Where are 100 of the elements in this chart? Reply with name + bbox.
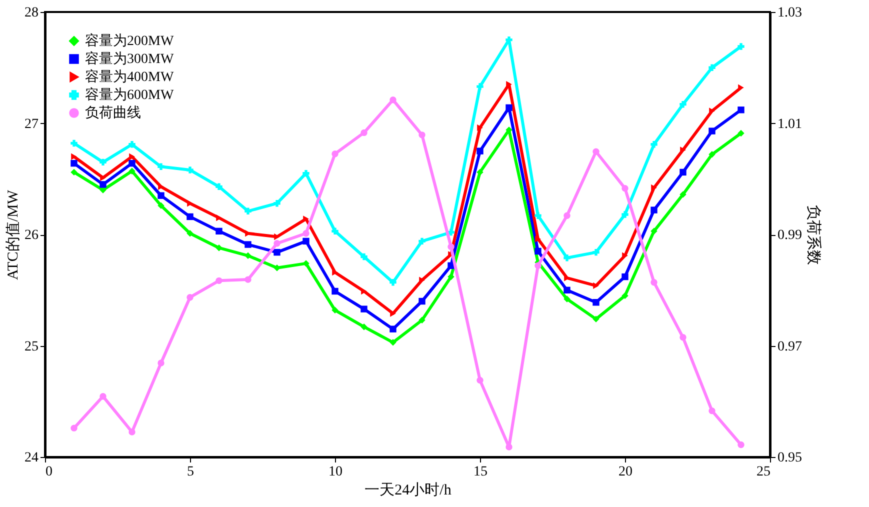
point <box>216 277 222 284</box>
point <box>274 200 280 207</box>
point <box>738 43 744 50</box>
point <box>564 254 570 262</box>
point <box>100 393 106 400</box>
legend-label: 容量为600MW <box>85 87 174 103</box>
point <box>302 238 310 245</box>
y2-axis-title: 负荷系数 <box>805 205 822 265</box>
point <box>418 316 426 324</box>
point <box>71 153 77 160</box>
point <box>534 262 542 269</box>
point <box>158 202 164 209</box>
point <box>418 132 426 138</box>
point <box>390 278 396 286</box>
point <box>622 292 628 300</box>
point <box>360 253 368 260</box>
point <box>650 228 658 235</box>
point <box>332 288 338 295</box>
point <box>186 213 194 220</box>
point <box>622 273 628 280</box>
point <box>128 168 136 174</box>
point <box>390 96 396 104</box>
point <box>360 129 368 136</box>
point <box>651 184 657 192</box>
y-tick-label: 28 <box>24 6 38 20</box>
point <box>129 153 135 160</box>
point <box>70 140 78 147</box>
point <box>100 158 106 166</box>
point <box>448 243 454 250</box>
point <box>535 236 541 242</box>
point <box>274 240 280 247</box>
point <box>592 148 600 155</box>
point <box>303 216 309 222</box>
point <box>244 241 252 248</box>
legend-label: 容量为300MW <box>85 51 174 67</box>
point <box>70 168 78 176</box>
point <box>186 230 194 237</box>
point <box>506 104 512 112</box>
y2-tick-label: 0.97 <box>778 339 802 354</box>
point <box>680 168 686 176</box>
y-tick-label: 27 <box>24 116 38 132</box>
point <box>158 360 164 366</box>
point <box>244 208 252 214</box>
point <box>534 248 542 255</box>
point <box>332 306 338 314</box>
point <box>187 200 193 207</box>
point <box>128 141 136 148</box>
point <box>506 444 512 450</box>
point <box>70 160 78 167</box>
point <box>418 298 426 305</box>
point <box>418 238 426 245</box>
point <box>680 100 686 108</box>
point <box>476 168 484 176</box>
legend-label: 容量为400MW <box>85 69 174 85</box>
point <box>708 151 716 158</box>
y2-tick-label: 1.03 <box>778 6 802 20</box>
point <box>738 441 744 448</box>
point <box>534 212 542 219</box>
point <box>564 212 570 219</box>
point <box>448 273 454 280</box>
legend-label: 负荷曲线 <box>85 105 141 121</box>
point <box>216 244 222 252</box>
point <box>650 141 658 148</box>
point <box>738 106 744 114</box>
point <box>738 130 744 137</box>
x-axis-title: 一天24小时/h <box>364 482 452 498</box>
point <box>128 160 136 167</box>
point <box>650 206 658 214</box>
point <box>100 181 106 188</box>
point <box>274 233 280 240</box>
y2-tick-label: 1.01 <box>778 116 802 132</box>
point <box>361 288 367 295</box>
y2-tick-label: 0.99 <box>778 228 802 243</box>
y-tick-label: 26 <box>24 228 38 243</box>
y-axis-title: ATC的值/MW <box>6 189 22 280</box>
point <box>622 184 628 192</box>
point <box>302 230 310 237</box>
x-tick-label: 15 <box>474 464 488 480</box>
y2-tick-label: 0.95 <box>778 450 802 466</box>
point <box>592 316 600 322</box>
point <box>244 276 252 283</box>
point <box>476 376 484 384</box>
point <box>708 128 716 134</box>
point <box>593 282 599 290</box>
legend-label: 容量为200MW <box>85 33 174 49</box>
point <box>302 260 310 267</box>
point <box>274 264 280 272</box>
point <box>708 407 716 414</box>
point <box>708 64 716 71</box>
point <box>477 124 483 132</box>
point <box>186 166 194 174</box>
point <box>158 192 164 199</box>
point <box>186 294 194 301</box>
point <box>680 334 686 341</box>
x-tick-label: 0 <box>46 464 52 480</box>
point <box>564 296 570 302</box>
point <box>158 163 164 170</box>
point <box>360 323 368 330</box>
point <box>650 278 658 286</box>
point <box>332 150 338 158</box>
